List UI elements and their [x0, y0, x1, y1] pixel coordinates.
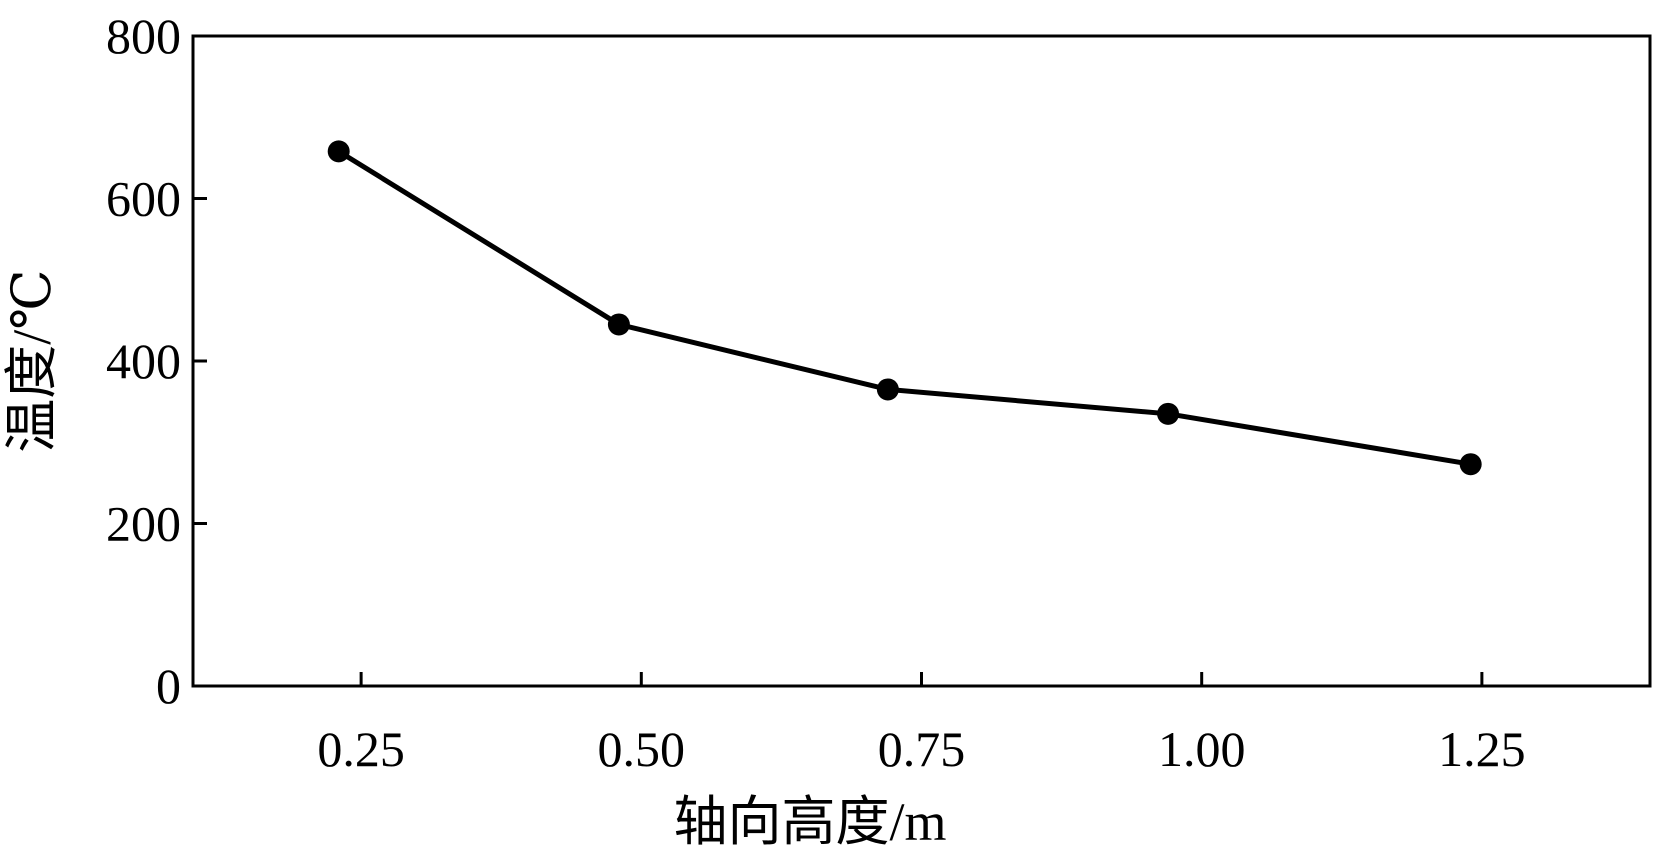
y-tick-label: 800 [106, 8, 181, 64]
x-tick-label: 1.25 [1438, 721, 1526, 777]
x-tick-label: 1.00 [1158, 721, 1246, 777]
data-point [1157, 402, 1180, 425]
y-tick-label: 200 [106, 496, 181, 552]
y-tick-label: 400 [106, 333, 181, 389]
y-tick-label: 600 [106, 171, 181, 227]
data-point [607, 313, 630, 336]
plot-frame [191, 34, 1652, 688]
x-tick-label: 0.25 [317, 721, 405, 777]
x-tick-label: 0.75 [878, 721, 966, 777]
series-group [327, 140, 1482, 476]
y-axis-title: 温度/℃ [2, 269, 62, 452]
series-line [337, 149, 1472, 467]
x-axis-ticks: 0.25 0.50 0.75 1.00 1.25 [317, 672, 1526, 777]
y-tick-label: 0 [156, 658, 181, 714]
x-tick-label: 0.50 [598, 721, 686, 777]
data-point [876, 378, 899, 401]
data-point [1459, 453, 1482, 476]
x-axis-title: 轴向高度/m [673, 792, 946, 852]
y-axis-ticks: 0 200 400 600 800 [106, 8, 207, 714]
data-point [327, 140, 350, 163]
